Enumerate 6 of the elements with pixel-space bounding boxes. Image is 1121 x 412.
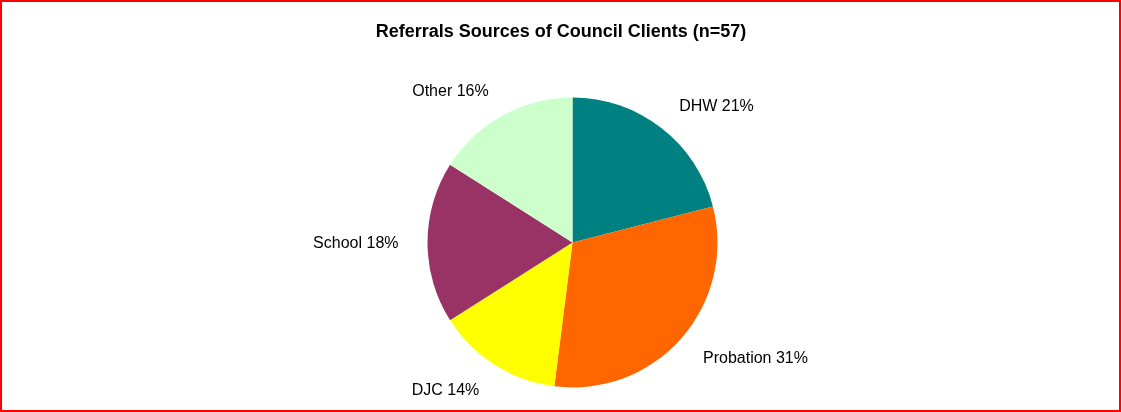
slice-label: Probation 31% — [703, 349, 808, 367]
slice-label: Other 16% — [412, 81, 489, 99]
slice-label: DJC 14% — [411, 380, 480, 398]
slice-label: DHW 21% — [679, 96, 754, 114]
slice-label: School 18% — [313, 234, 399, 251]
chart-title: Referrals Sources of Council Clients (n=57) — [375, 20, 747, 41]
